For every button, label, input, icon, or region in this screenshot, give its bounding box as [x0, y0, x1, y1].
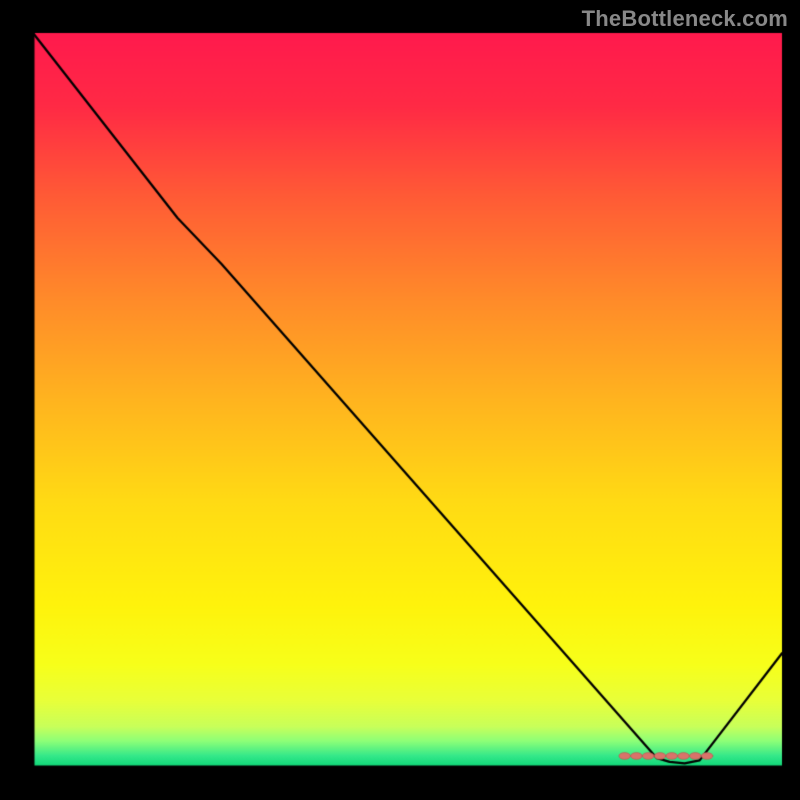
bottleneck-chart-canvas	[0, 0, 800, 800]
watermark-label: TheBottleneck.com	[582, 6, 788, 32]
chart-container: TheBottleneck.com	[0, 0, 800, 800]
